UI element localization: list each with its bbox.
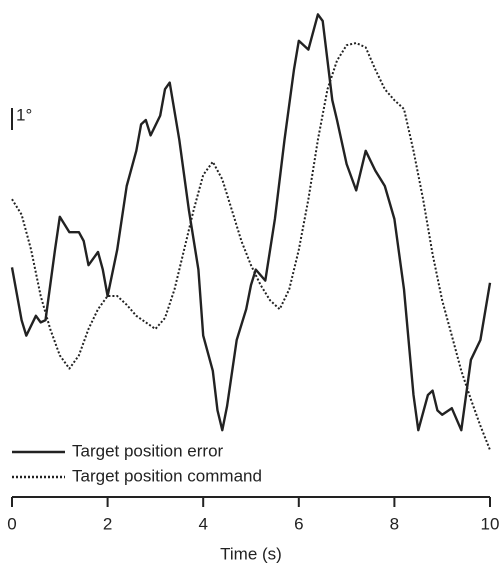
x-tick-label: 4 [198,514,207,533]
legend-label: Target position error [72,441,224,460]
x-tick-label: 2 [103,514,112,533]
legend-label: Target position command [72,466,262,485]
x-axis-label: Time (s) [220,544,282,563]
data-line [11,42,491,451]
data-line [10,13,492,432]
scale-bar-label: 1° [16,105,32,124]
x-tick-label: 6 [294,514,303,533]
x-tick-label: 8 [390,514,399,533]
x-tick-label: 0 [7,514,16,533]
x-tick-label: 10 [481,514,500,533]
